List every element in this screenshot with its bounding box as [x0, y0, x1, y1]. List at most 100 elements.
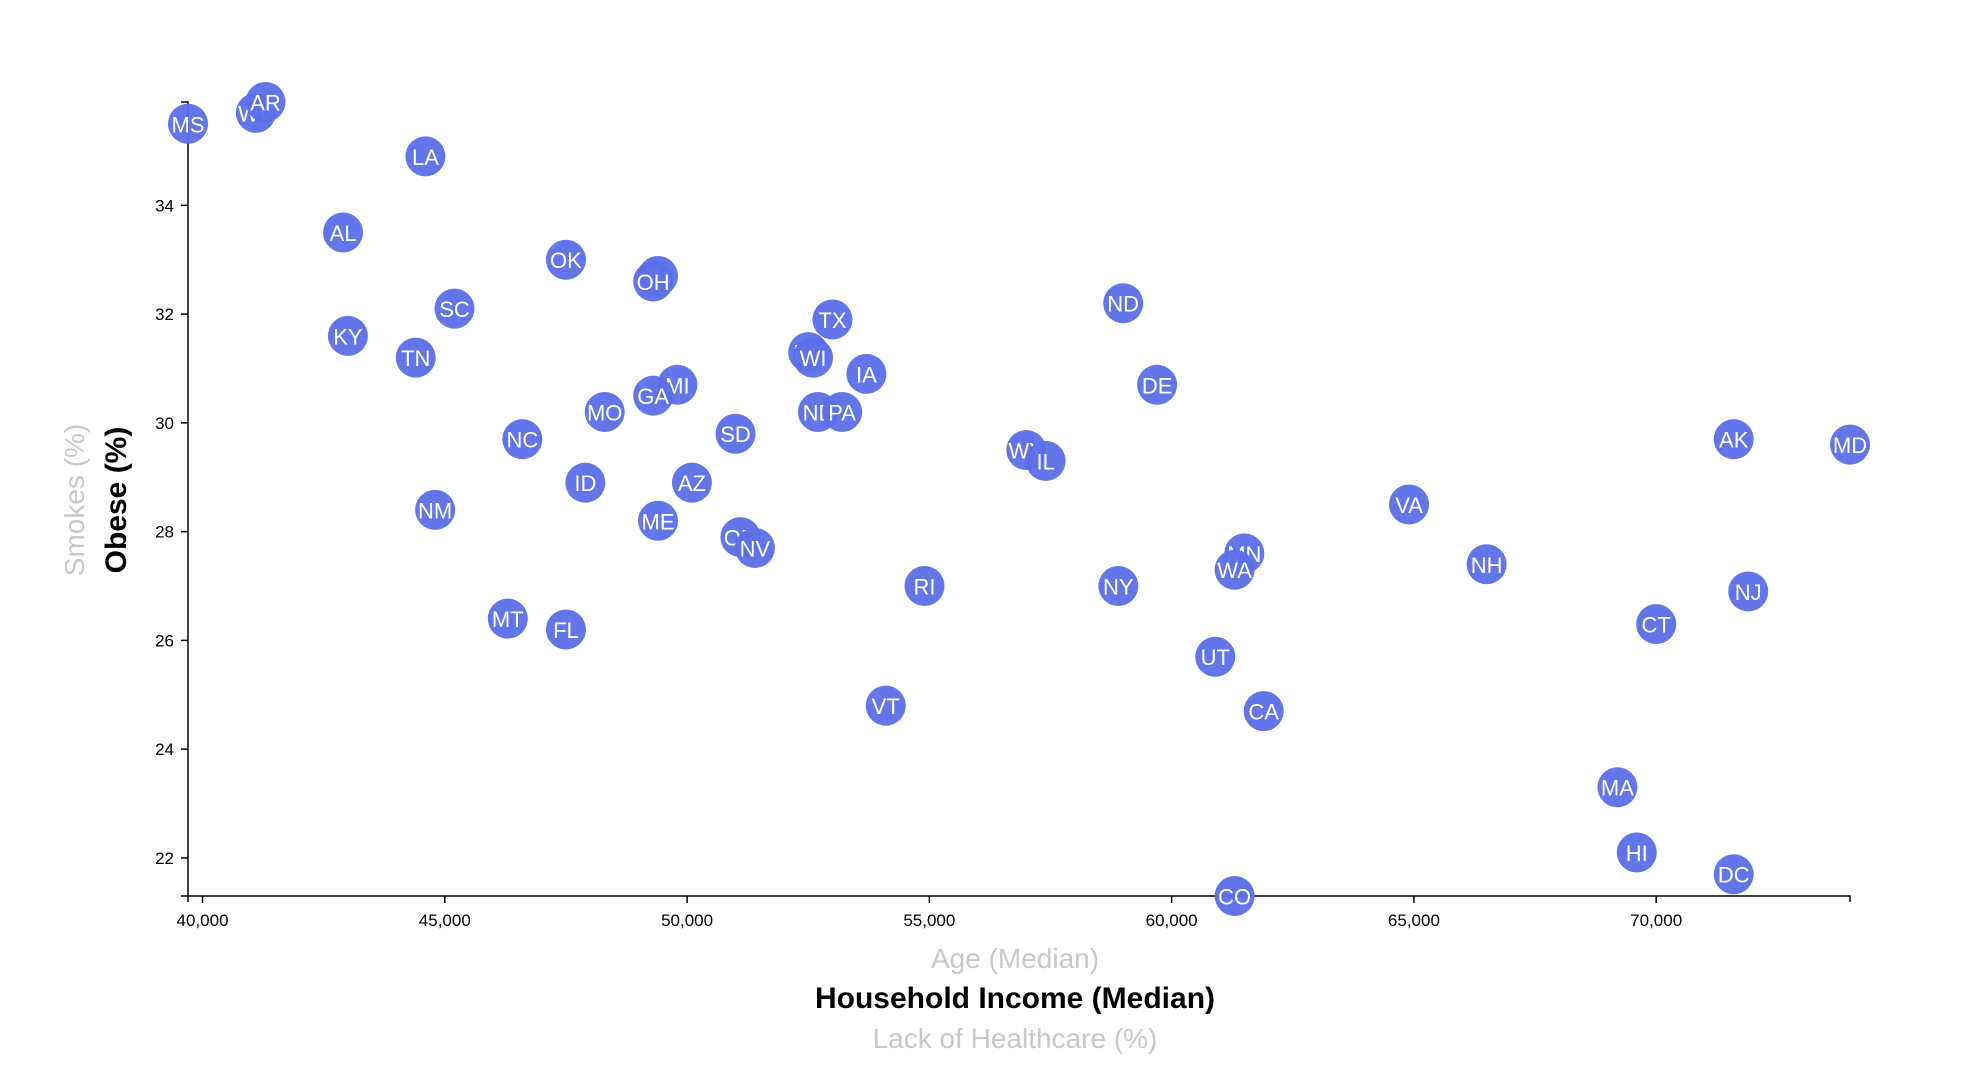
data-point-marker[interactable] [545, 239, 586, 280]
data-point-ok[interactable]: OK [545, 239, 586, 280]
data-point-marker[interactable] [565, 462, 606, 503]
data-point-de[interactable]: DE [1137, 364, 1178, 405]
data-point-marker[interactable] [502, 419, 543, 460]
data-point-sc[interactable]: SC [434, 288, 475, 329]
data-point-ny[interactable]: NY [1098, 566, 1139, 607]
data-point-tx[interactable]: TX [812, 299, 853, 340]
data-point-nm[interactable]: NM [415, 489, 456, 530]
data-point-marker[interactable] [1830, 424, 1870, 465]
data-point-wi[interactable]: WI [793, 337, 834, 378]
data-point-marker[interactable] [1214, 876, 1255, 916]
data-point-marker[interactable] [245, 82, 286, 122]
data-point-md[interactable]: MD [1830, 424, 1870, 465]
data-point-marker[interactable] [633, 375, 674, 416]
y-tick-label: 30 [155, 414, 174, 433]
data-point-co[interactable]: CO [1214, 876, 1255, 916]
y-axis-line [181, 101, 189, 897]
data-point-ma[interactable]: MA [1597, 767, 1638, 808]
data-point-marker[interactable] [395, 337, 436, 378]
data-point-ms[interactable]: MS [168, 103, 208, 144]
data-point-marker[interactable] [904, 566, 945, 607]
data-point-sd[interactable]: SD [715, 413, 756, 454]
data-point-ut[interactable]: UT [1195, 636, 1236, 677]
data-point-ri[interactable]: RI [904, 566, 945, 607]
x-axis-title-active-income[interactable]: Household Income (Median) [815, 982, 1215, 1015]
data-point-wa[interactable]: WA [1214, 549, 1255, 590]
data-point-marker[interactable] [545, 609, 586, 650]
data-point-label: NV [740, 536, 771, 561]
data-point-label: VA [1395, 493, 1423, 518]
data-point-la[interactable]: LA [405, 136, 446, 177]
y-axis-title-active-obese[interactable]: Obese (%) [100, 427, 133, 574]
data-point-ca[interactable]: CA [1243, 691, 1284, 732]
data-point-hi[interactable]: HI [1616, 832, 1657, 873]
data-point-marker[interactable] [405, 136, 446, 177]
data-point-marker[interactable] [1597, 767, 1638, 808]
data-point-marker[interactable] [487, 598, 528, 639]
data-point-marker[interactable] [1195, 636, 1236, 677]
data-point-marker[interactable] [671, 462, 712, 503]
data-point-marker[interactable] [1713, 419, 1754, 460]
data-point-marker[interactable] [1636, 604, 1677, 645]
y-axis-title-inactive-smokes[interactable]: Smokes (%) [59, 424, 90, 576]
data-point-ak[interactable]: AK [1713, 419, 1754, 460]
data-point-marker[interactable] [1137, 364, 1178, 405]
data-point-mt[interactable]: MT [487, 598, 528, 639]
data-point-marker[interactable] [1616, 832, 1657, 873]
data-point-marker[interactable] [415, 489, 456, 530]
data-point-marker[interactable] [1243, 691, 1284, 732]
data-point-marker[interactable] [715, 413, 756, 454]
data-point-il[interactable]: IL [1025, 440, 1066, 481]
data-point-marker[interactable] [812, 299, 853, 340]
data-point-dc[interactable]: DC [1713, 854, 1754, 895]
x-tick-label: 55,000 [903, 911, 955, 930]
data-point-label: AK [1719, 428, 1749, 453]
data-point-ky[interactable]: KY [327, 315, 368, 356]
x-axis-title-inactive-age[interactable]: Age (Median) [931, 943, 1099, 974]
data-point-al[interactable]: AL [323, 212, 364, 253]
data-point-ia[interactable]: IA [846, 353, 887, 394]
data-point-marker[interactable] [865, 685, 906, 726]
data-point-id[interactable]: ID [565, 462, 606, 503]
data-point-label: AR [250, 91, 281, 116]
data-point-marker[interactable] [638, 500, 679, 541]
data-point-marker[interactable] [1389, 484, 1430, 525]
data-point-tn[interactable]: TN [395, 337, 436, 378]
data-point-marker[interactable] [846, 353, 887, 394]
data-point-label: CA [1248, 700, 1279, 725]
data-point-ct[interactable]: CT [1636, 604, 1677, 645]
data-point-label: SD [720, 422, 751, 447]
data-point-marker[interactable] [1466, 544, 1507, 585]
data-point-marker[interactable] [323, 212, 364, 253]
data-point-marker[interactable] [633, 261, 674, 302]
data-point-marker[interactable] [434, 288, 475, 329]
data-point-marker[interactable] [793, 337, 834, 378]
data-point-pa[interactable]: PA [822, 391, 863, 432]
data-point-me[interactable]: ME [638, 500, 679, 541]
data-point-marker[interactable] [168, 103, 208, 144]
data-point-vt[interactable]: VT [865, 685, 906, 726]
data-point-marker[interactable] [1103, 283, 1144, 324]
data-point-nv[interactable]: NV [734, 527, 775, 568]
data-point-az[interactable]: AZ [671, 462, 712, 503]
data-point-nj[interactable]: NJ [1728, 571, 1769, 612]
data-point-fl[interactable]: FL [545, 609, 586, 650]
data-point-oh[interactable]: OH [633, 261, 674, 302]
data-point-mo[interactable]: MO [584, 391, 625, 432]
data-point-ar[interactable]: AR [245, 82, 286, 122]
data-point-ga[interactable]: GA [633, 375, 674, 416]
data-point-nd[interactable]: ND [1103, 283, 1144, 324]
data-point-marker[interactable] [1214, 549, 1255, 590]
data-point-marker[interactable] [1025, 440, 1066, 481]
data-point-marker[interactable] [584, 391, 625, 432]
data-point-nh[interactable]: NH [1466, 544, 1507, 585]
data-point-marker[interactable] [734, 527, 775, 568]
data-point-marker[interactable] [1728, 571, 1769, 612]
data-point-nc[interactable]: NC [502, 419, 543, 460]
data-point-va[interactable]: VA [1389, 484, 1430, 525]
data-point-marker[interactable] [1098, 566, 1139, 607]
data-point-marker[interactable] [1713, 854, 1754, 895]
data-point-marker[interactable] [327, 315, 368, 356]
x-axis-title-inactive-healthcare[interactable]: Lack of Healthcare (%) [873, 1023, 1158, 1054]
data-point-marker[interactable] [822, 391, 863, 432]
